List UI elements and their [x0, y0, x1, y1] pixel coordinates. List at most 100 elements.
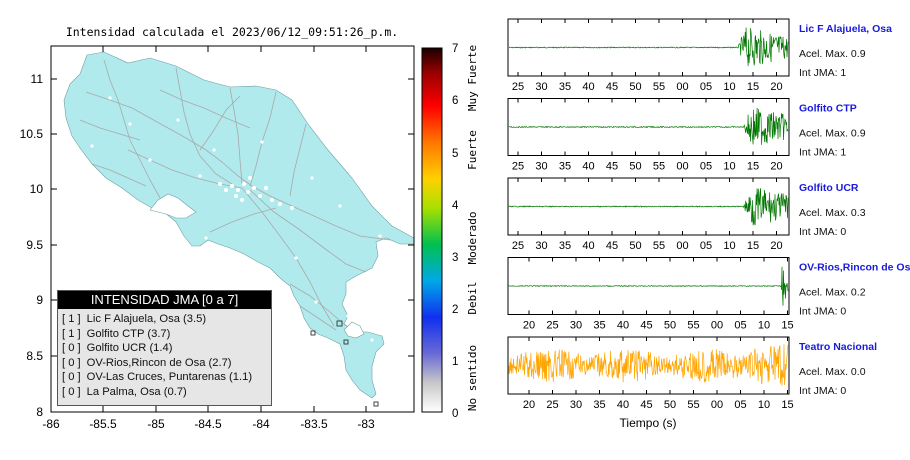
- station-name: Teatro Nacional: [799, 341, 877, 353]
- legend-label: Golfito UCR (1.4): [86, 342, 173, 355]
- acel-max: Acel. Max. 0.0: [799, 366, 866, 378]
- waveform-tick-label: 00: [711, 399, 723, 411]
- acel-max: Acel. Max. 0.2: [799, 287, 866, 299]
- legend-label: Lic F Alajuela, Osa (3.5): [86, 313, 207, 325]
- legend-jma: [ 1 ]: [62, 313, 81, 325]
- legend-jma: [ 1 ]: [62, 327, 81, 340]
- gulf-of-nicoya: [149, 193, 197, 219]
- map-x-tick: -86: [42, 417, 60, 431]
- waveform-tick-label: 55: [653, 161, 665, 173]
- map-y-tick: 9.5: [26, 238, 43, 252]
- waveform-tick-label: 05: [700, 161, 712, 173]
- legend-item: [ 1 ] Golfito CTP (3.7): [62, 327, 271, 342]
- waveform-trace: [508, 266, 789, 306]
- legend-jma: [ 0 ]: [62, 385, 81, 398]
- waveform-tick-label: 15: [747, 240, 759, 252]
- legend-label: OV-Rios,Rincon de Osa (2.7): [86, 356, 232, 369]
- waveform-panel: 20 25 30 35 40 45 50 55 00 05 10 15 OV-Rios,Rincon d…: [507, 257, 910, 332]
- waveform-tick-label: 55: [653, 240, 665, 252]
- waveform-tick-label: 40: [617, 399, 629, 411]
- station-name: Golfito UCR: [799, 182, 859, 194]
- waveform-tick-label: 25: [512, 240, 524, 252]
- waveform-tick-label: 45: [640, 399, 652, 411]
- waveform-tick-label: 05: [700, 81, 712, 93]
- station-name: Golfito CTP: [799, 103, 857, 115]
- waveform-tick-label: 35: [593, 320, 605, 332]
- waveform-tick-label: 00: [676, 240, 688, 252]
- waveform-tick-label: 45: [606, 161, 618, 173]
- waveform-tick-label: 25: [546, 399, 558, 411]
- town-markers: [90, 96, 382, 406]
- waveform-tick-label: 10: [723, 240, 735, 252]
- waveform-tick-label: 00: [676, 81, 688, 93]
- legend-item: [ 0 ] Golfito UCR (1.4): [62, 341, 271, 356]
- waveform-tick-label: 30: [535, 161, 547, 173]
- colorbar-ticks: 7 6 5 4 3 2 1 0: [452, 43, 459, 420]
- waveform-tick-label: 35: [593, 399, 605, 411]
- map-x-axis: -86 -85.5 -85 -84.5 -84 -83.5 -83: [42, 417, 375, 431]
- map-y-tick: 10.5: [20, 127, 44, 141]
- waveform-tick-label: 40: [582, 81, 594, 93]
- waveform-frame: [507, 336, 790, 395]
- waveform-tick-label: 35: [559, 81, 571, 93]
- waveform-tick-label: 15: [781, 320, 793, 332]
- waveform-tick-label: 10: [723, 81, 735, 93]
- waveform-tick-label: 15: [747, 81, 759, 93]
- waveform-tick-label: 40: [582, 161, 594, 173]
- waveform-tick-label: 15: [781, 399, 793, 411]
- waveform-tick-label: 25: [546, 320, 558, 332]
- waveform-tick-label: 50: [664, 320, 676, 332]
- golfo-dulce: [343, 321, 365, 339]
- station-name: OV-Rios,Rincon de Osa: [799, 262, 910, 274]
- waveform-tick-label: 45: [640, 320, 652, 332]
- map-y-axis: 11 10.5 10 9.5 9 8.5 8: [20, 72, 44, 419]
- waveform-tick-label: 20: [770, 161, 782, 173]
- colorbar-label: Fuerte: [466, 130, 479, 170]
- map-y-tick: 10: [30, 182, 44, 196]
- legend-item: [ 0 ] OV-Rios,Rincon de Osa (2.7): [62, 356, 271, 371]
- colorbar-label: Muy Fuerte: [466, 45, 479, 111]
- int-jma: Int JMA: 0: [799, 306, 846, 318]
- waveform-tick-label: 20: [523, 320, 535, 332]
- waveform-trace: [508, 188, 789, 226]
- waveform-tick-label: 50: [629, 161, 641, 173]
- station-markers: [310, 320, 379, 407]
- map-y-tick: 8.5: [26, 349, 43, 363]
- int-jma: Int JMA: 1: [799, 147, 846, 159]
- waveform-tick-label: 45: [606, 81, 618, 93]
- waveform-tick-label: 00: [676, 161, 688, 173]
- waveform-panels: 25 30 35 40 45 50 55 00 05 10 15 20 Lic F Alajuela, …: [507, 18, 910, 411]
- colorbar-tick: 0: [452, 408, 458, 420]
- map-y-tick: 11: [31, 72, 44, 86]
- waveform-tick-label: 15: [747, 161, 759, 173]
- waveform-tick-label: 10: [723, 161, 735, 173]
- waveform-panel: 20 25 30 35 40 45 50 55 00 05 10 15 Teatro Nacional A…: [507, 336, 877, 411]
- colorbar-tick: 4: [452, 200, 459, 212]
- map-x-tick: -83.5: [300, 417, 328, 431]
- waveform-tick-label: 30: [535, 240, 547, 252]
- waveform-tick-label: 35: [559, 161, 571, 173]
- int-jma: Int JMA: 0: [799, 385, 846, 397]
- int-jma: Int JMA: 1: [799, 67, 846, 79]
- colorbar-tick: 3: [452, 252, 458, 264]
- waveform-tick-label: 50: [629, 240, 641, 252]
- map-y-tick: 9: [36, 293, 43, 307]
- waveform-tick-label: 50: [664, 399, 676, 411]
- map-x-tick: -84: [252, 417, 270, 431]
- station-name: Lic F Alajuela, Osa: [799, 23, 892, 35]
- waveform-tick-label: 35: [559, 240, 571, 252]
- waveform-panel: 25 30 35 40 45 50 55 00 05 10 15 20 Lic F Alajuela, …: [507, 18, 892, 93]
- intensity-legend: INTENSIDAD JMA [0 a 7] [ 1 ] Lic F Alajue…: [57, 290, 272, 406]
- map-title: Intensidad calculada el 2023/06/12_09:51…: [66, 25, 398, 39]
- waveform-tick-label: 05: [700, 240, 712, 252]
- legend-label: OV-Las Cruces, Puntarenas (1.1): [86, 371, 253, 384]
- colorbar-tick: 1: [452, 356, 458, 368]
- waveform-tick-label: 20: [770, 240, 782, 252]
- waveform-tick-label: 05: [734, 399, 746, 411]
- acel-max: Acel. Max. 0.9: [799, 128, 866, 140]
- legend-item: [ 1 ] Lic F Alajuela, Osa (3.5): [62, 312, 271, 327]
- waveform-panel: 25 30 35 40 45 50 55 00 05 10 15 20 Golfito CTP Acel.…: [507, 98, 866, 173]
- waveform-tick-label: 50: [629, 81, 641, 93]
- legend-item: [ 0 ] La Palma, Osa (0.7): [62, 385, 271, 400]
